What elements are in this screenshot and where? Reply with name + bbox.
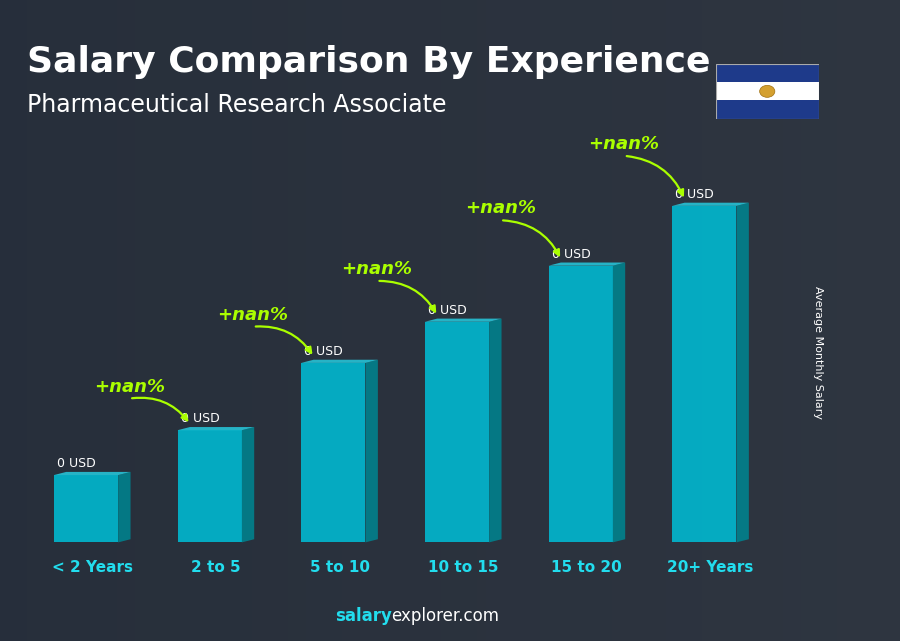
Text: +nan%: +nan% xyxy=(341,260,412,278)
Polygon shape xyxy=(302,363,365,542)
Polygon shape xyxy=(425,319,501,322)
Bar xyxy=(716,101,819,119)
Text: Pharmaceutical Research Associate: Pharmaceutical Research Associate xyxy=(27,93,446,117)
Polygon shape xyxy=(177,427,254,430)
Text: 20+ Years: 20+ Years xyxy=(667,560,753,574)
Text: 2 to 5: 2 to 5 xyxy=(191,560,240,574)
Text: 0 USD: 0 USD xyxy=(57,457,95,470)
Polygon shape xyxy=(118,472,130,542)
Polygon shape xyxy=(242,427,254,542)
Circle shape xyxy=(760,85,775,97)
Polygon shape xyxy=(54,472,130,475)
Text: 0 USD: 0 USD xyxy=(675,188,714,201)
Polygon shape xyxy=(54,475,118,542)
Text: 15 to 20: 15 to 20 xyxy=(552,560,622,574)
Text: +nan%: +nan% xyxy=(589,135,660,153)
Text: 0 USD: 0 USD xyxy=(181,412,220,425)
Text: 0 USD: 0 USD xyxy=(552,247,590,260)
Polygon shape xyxy=(302,360,378,363)
Polygon shape xyxy=(736,203,749,542)
Polygon shape xyxy=(548,263,626,265)
Polygon shape xyxy=(548,265,613,542)
Text: 0 USD: 0 USD xyxy=(428,304,467,317)
Polygon shape xyxy=(672,206,736,542)
Bar xyxy=(716,82,819,101)
Text: +nan%: +nan% xyxy=(464,199,536,217)
Polygon shape xyxy=(177,430,242,542)
Polygon shape xyxy=(490,319,501,542)
Text: explorer.com: explorer.com xyxy=(392,607,500,625)
Polygon shape xyxy=(672,203,749,206)
Text: 0 USD: 0 USD xyxy=(304,345,343,358)
Text: Average Monthly Salary: Average Monthly Salary xyxy=(813,286,824,419)
Text: Salary Comparison By Experience: Salary Comparison By Experience xyxy=(27,45,710,79)
Polygon shape xyxy=(613,263,626,542)
Polygon shape xyxy=(365,360,378,542)
Text: salary: salary xyxy=(335,607,392,625)
Text: 5 to 10: 5 to 10 xyxy=(310,560,370,574)
Text: +nan%: +nan% xyxy=(218,306,289,324)
Text: 10 to 15: 10 to 15 xyxy=(428,560,499,574)
Text: +nan%: +nan% xyxy=(94,378,165,395)
Polygon shape xyxy=(425,322,490,542)
Bar xyxy=(716,64,819,82)
Text: < 2 Years: < 2 Years xyxy=(51,560,132,574)
